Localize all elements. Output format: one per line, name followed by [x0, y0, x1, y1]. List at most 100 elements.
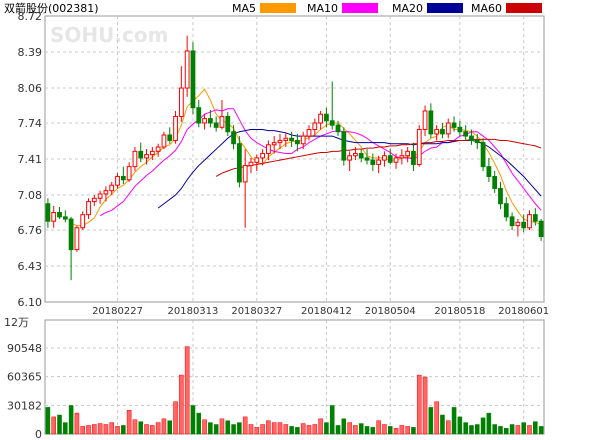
candlestick	[68, 216, 74, 281]
candle-body	[353, 153, 358, 157]
legend-item-ma5: MA5	[232, 2, 296, 15]
candle-body	[242, 165, 248, 183]
volume-bar	[451, 407, 457, 435]
candle-body	[451, 122, 457, 128]
candle-body	[190, 50, 196, 109]
candle-body	[231, 131, 236, 145]
legend-swatch	[260, 3, 296, 13]
candlestick	[115, 173, 120, 189]
candlestick	[347, 151, 353, 172]
price-y-tick-label: 6.76	[18, 224, 43, 237]
candle-body	[382, 155, 387, 161]
volume-bar	[155, 422, 161, 435]
candle-body	[515, 221, 521, 227]
candle-body	[45, 203, 51, 222]
candle-body	[399, 155, 405, 159]
candlestick	[57, 207, 62, 220]
volume-bar	[132, 419, 138, 435]
candle-body	[295, 139, 300, 145]
price-y-tick-label: 6.43	[18, 260, 43, 273]
candlestick	[155, 143, 161, 157]
candlestick	[219, 100, 225, 130]
candlestick	[416, 125, 422, 167]
candlestick	[324, 107, 329, 128]
candlestick	[318, 110, 323, 130]
volume-bar	[341, 418, 347, 435]
candlestick	[393, 153, 399, 169]
volume-bar	[405, 426, 410, 435]
volume-bar	[370, 427, 376, 435]
volume-bar	[538, 426, 544, 435]
volume-bar	[57, 414, 62, 435]
candle-body	[289, 137, 294, 141]
candlestick	[277, 133, 283, 150]
volume-bar	[225, 420, 231, 435]
candlestick	[480, 138, 486, 172]
candlestick	[405, 146, 411, 163]
candlestick	[503, 197, 509, 222]
candlestick	[144, 149, 149, 165]
candlestick	[289, 131, 294, 147]
volume-bar	[300, 423, 306, 435]
candlestick	[295, 133, 300, 152]
candlestick	[353, 146, 358, 161]
candlestick	[527, 210, 532, 230]
candlestick	[521, 214, 527, 233]
candlestick	[538, 219, 544, 241]
volume-bar	[533, 421, 538, 435]
volume-bar	[126, 410, 132, 435]
candle-body	[97, 193, 103, 199]
volume-bar	[422, 376, 428, 435]
volume-bar	[358, 423, 364, 435]
volume-bar	[480, 417, 486, 435]
candlestick	[376, 155, 382, 174]
candle-body	[300, 135, 306, 145]
price-y-tick-label: 8.72	[18, 10, 43, 23]
volume-bar	[469, 425, 474, 435]
candle-body	[329, 120, 335, 126]
candle-body	[440, 129, 445, 135]
candlestick	[86, 198, 91, 220]
volume-bar	[237, 422, 242, 435]
candlestick	[45, 198, 51, 228]
legend-swatch	[506, 3, 542, 13]
candlestick	[254, 154, 260, 172]
legend-item-ma10: MA10	[307, 2, 378, 15]
volume-bar	[527, 425, 532, 435]
volume-bar	[202, 419, 207, 435]
candle-body	[457, 126, 463, 133]
ma60-line	[215, 138, 542, 177]
candlestick	[260, 149, 265, 166]
volume-bar	[260, 424, 265, 435]
volume-bar	[45, 407, 51, 435]
candle-body	[469, 135, 474, 141]
volume-bar	[463, 422, 468, 435]
candlestick	[474, 133, 480, 150]
volume-bar	[382, 424, 387, 435]
candle-body	[434, 129, 440, 135]
date-tick-label: 20180504	[365, 306, 416, 317]
candle-body	[306, 129, 312, 137]
candle-body	[126, 166, 132, 181]
candle-body	[503, 203, 509, 218]
candle-body	[202, 118, 207, 124]
candlestick	[196, 100, 202, 128]
candlestick	[120, 166, 126, 185]
candlestick	[74, 225, 80, 252]
candle-body	[509, 216, 515, 227]
candlestick	[283, 132, 289, 147]
volume-bar	[161, 418, 167, 435]
candlestick	[225, 112, 231, 137]
volume-y-tick-label: 60365	[7, 371, 42, 384]
candle-body	[219, 115, 225, 128]
volume-bar	[376, 420, 381, 435]
candle-body	[271, 142, 277, 146]
volume-bar	[428, 407, 434, 435]
candlestick	[399, 149, 405, 165]
candle-body	[324, 113, 329, 122]
candle-body	[109, 184, 115, 192]
volume-bar	[347, 422, 352, 435]
candlestick	[532, 208, 538, 226]
